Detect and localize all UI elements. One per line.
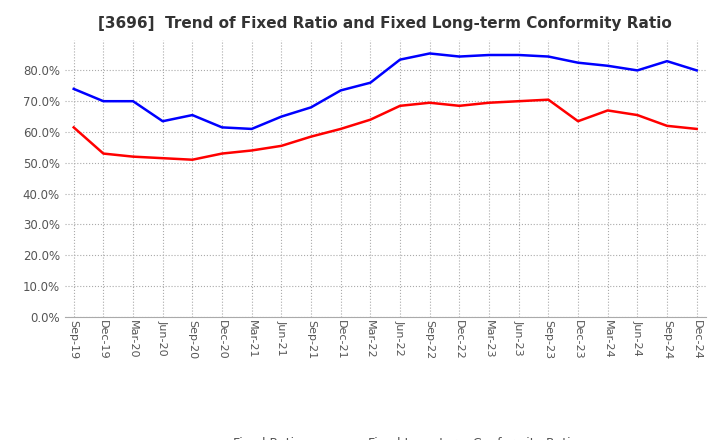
Fixed Long-term Conformity Ratio <box>574 118 582 124</box>
Fixed Ratio <box>69 86 78 92</box>
Line: Fixed Ratio: Fixed Ratio <box>73 53 697 129</box>
Fixed Long-term Conformity Ratio <box>307 134 315 139</box>
Fixed Ratio <box>633 68 642 73</box>
Fixed Ratio <box>455 54 464 59</box>
Fixed Long-term Conformity Ratio <box>248 148 256 153</box>
Fixed Long-term Conformity Ratio <box>603 108 612 113</box>
Legend: Fixed Ratio, Fixed Long-term Conformity Ratio: Fixed Ratio, Fixed Long-term Conformity … <box>187 432 583 440</box>
Fixed Ratio <box>217 125 226 130</box>
Fixed Long-term Conformity Ratio <box>662 123 671 128</box>
Fixed Ratio <box>129 99 138 104</box>
Fixed Long-term Conformity Ratio <box>366 117 374 122</box>
Fixed Long-term Conformity Ratio <box>99 151 108 156</box>
Fixed Ratio <box>99 99 108 104</box>
Fixed Ratio <box>514 52 523 58</box>
Fixed Long-term Conformity Ratio <box>633 112 642 117</box>
Fixed Ratio <box>366 80 374 85</box>
Fixed Long-term Conformity Ratio <box>69 125 78 130</box>
Fixed Ratio <box>693 68 701 73</box>
Fixed Ratio <box>544 54 553 59</box>
Fixed Long-term Conformity Ratio <box>455 103 464 108</box>
Fixed Ratio <box>188 112 197 117</box>
Line: Fixed Long-term Conformity Ratio: Fixed Long-term Conformity Ratio <box>73 99 697 160</box>
Fixed Long-term Conformity Ratio <box>158 155 167 161</box>
Fixed Long-term Conformity Ratio <box>396 103 405 108</box>
Fixed Long-term Conformity Ratio <box>485 100 493 105</box>
Fixed Ratio <box>396 57 405 62</box>
Title: [3696]  Trend of Fixed Ratio and Fixed Long-term Conformity Ratio: [3696] Trend of Fixed Ratio and Fixed Lo… <box>99 16 672 32</box>
Fixed Long-term Conformity Ratio <box>277 143 286 148</box>
Fixed Ratio <box>485 52 493 58</box>
Fixed Ratio <box>277 114 286 119</box>
Fixed Long-term Conformity Ratio <box>693 126 701 132</box>
Fixed Ratio <box>248 126 256 132</box>
Fixed Long-term Conformity Ratio <box>514 99 523 104</box>
Fixed Long-term Conformity Ratio <box>544 97 553 102</box>
Fixed Ratio <box>158 118 167 124</box>
Fixed Long-term Conformity Ratio <box>217 151 226 156</box>
Fixed Ratio <box>336 88 345 93</box>
Fixed Long-term Conformity Ratio <box>336 126 345 132</box>
Fixed Ratio <box>603 63 612 68</box>
Fixed Long-term Conformity Ratio <box>188 157 197 162</box>
Fixed Ratio <box>574 60 582 65</box>
Fixed Ratio <box>662 59 671 64</box>
Fixed Ratio <box>426 51 434 56</box>
Fixed Long-term Conformity Ratio <box>129 154 138 159</box>
Fixed Ratio <box>307 105 315 110</box>
Fixed Long-term Conformity Ratio <box>426 100 434 105</box>
